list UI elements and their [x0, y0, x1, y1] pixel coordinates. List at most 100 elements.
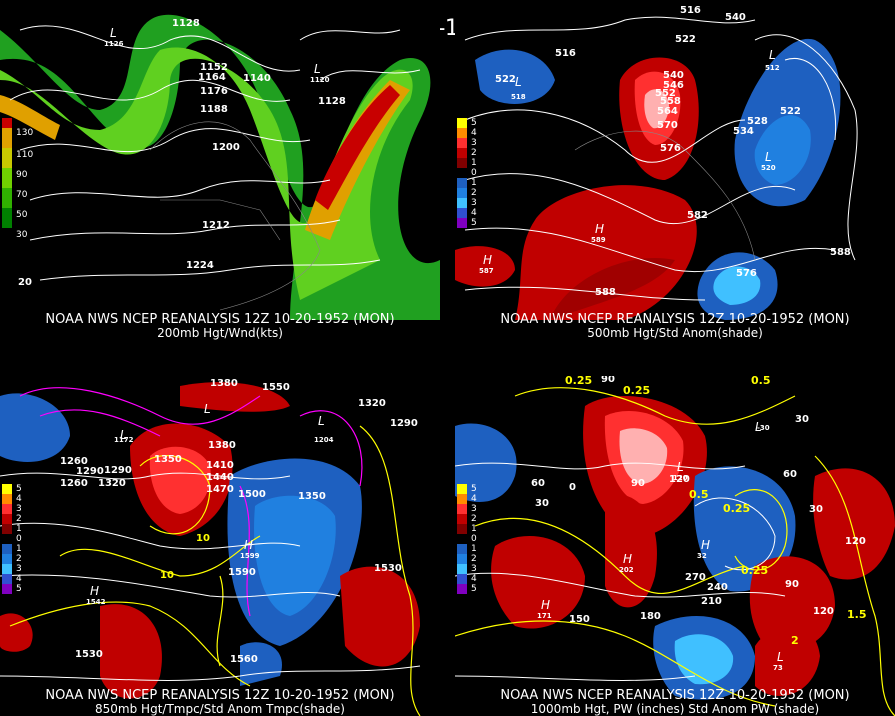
contour-label: 582 [687, 210, 708, 221]
contour-label: 546 [663, 80, 684, 91]
legend-swatch [2, 514, 12, 524]
contour-label: 20 [18, 277, 32, 288]
high-marker: H [244, 538, 254, 552]
legend-swatch [2, 208, 12, 228]
contour-label: 240 [707, 582, 728, 593]
low-value: 518 [511, 93, 526, 101]
legend-swatch [457, 128, 467, 138]
contour-label: 1128 [318, 96, 346, 107]
low-marker: L [769, 48, 776, 62]
legend-label: 3 [471, 564, 477, 574]
legend-swatch [457, 494, 467, 504]
contour-label: 552 [655, 88, 676, 99]
panel-subcaption: 850mb Hgt/Tmpc/Std Anom Tmpc(shade) [95, 702, 345, 716]
legend-swatch [2, 584, 12, 594]
legend-200mb: 130 110 90 70 50 30 [2, 118, 33, 240]
legend-label: 3 [471, 504, 477, 514]
legend-swatch [2, 494, 12, 504]
contour-label: 1350 [298, 491, 326, 502]
contour-label: 522 [780, 106, 801, 117]
contour-label: 60 [531, 478, 545, 489]
legend-label: 4 [471, 208, 477, 218]
legend-swatch [457, 584, 467, 594]
legend-label: 4 [16, 574, 22, 584]
contour-label: 60 [783, 469, 797, 480]
panel-200mb: 130 110 90 70 50 30 1128 1152 1164 1176 … [0, 0, 440, 340]
high-marker: H [623, 552, 633, 566]
legend-swatch [2, 524, 12, 534]
contour-label: 270 [685, 572, 706, 583]
contour-label: 1350 [154, 454, 182, 465]
high-marker: H [541, 598, 551, 612]
high-value: 589 [591, 236, 606, 244]
legend-label: 2 [471, 514, 477, 524]
low-value: 120 [673, 474, 688, 482]
contour-label: 150 [569, 614, 590, 625]
legend-swatch [457, 524, 467, 534]
legend-label: 5 [471, 484, 477, 494]
contour-label: 1380 [210, 378, 238, 389]
legend-swatch [457, 168, 467, 178]
legend-label: 1 [471, 158, 477, 168]
panel-850mb: 5 4 3 2 1 0 1 2 3 4 5 1380 1550 1320 129… [0, 376, 440, 716]
contour-label: 1140 [243, 73, 271, 84]
legend-label: 3 [16, 564, 22, 574]
legend-1000mb: 5 4 3 2 1 0 1 2 3 4 5 [457, 484, 487, 594]
contour-label: 30 [535, 498, 549, 509]
legend-label: 2 [471, 188, 477, 198]
low-value: 1120 [310, 76, 330, 84]
contour-label: 1290 [76, 466, 104, 477]
contour-label: 1500 [238, 489, 266, 500]
contour-label: 516 [555, 48, 576, 59]
contour-label: 1410 [206, 460, 234, 471]
contour-label: 1152 [200, 62, 228, 73]
low-value: 512 [765, 64, 780, 72]
contour-label: 1530 [75, 649, 103, 660]
contour-label: 1470 [206, 484, 234, 495]
contour-label: 0.25 [741, 564, 769, 577]
low-marker: L [755, 420, 762, 434]
contour-label: 1320 [98, 478, 126, 489]
panel-caption: NOAA NWS NCEP REANALYSIS 12Z 10-20-1952 … [45, 688, 395, 703]
contour-label: 1290 [104, 465, 132, 476]
legend-swatch [2, 484, 12, 494]
contour-label: 90 [601, 376, 615, 385]
panel-500mb: 5 4 3 2 1 0 1 2 3 4 5 516 540 522 516 52… [455, 0, 895, 340]
contour-label: 570 [657, 120, 678, 131]
contour-label: 540 [663, 70, 684, 81]
legend-label: 1 [471, 178, 477, 188]
legend-swatch [2, 188, 12, 208]
legend-label: 50 [16, 210, 28, 220]
legend-swatch [2, 118, 12, 128]
legend-swatch [457, 564, 467, 574]
low-marker: L [765, 150, 772, 164]
contour-label: 10 [160, 570, 174, 581]
contour-label: 1260 [60, 456, 88, 467]
legend-swatch [457, 208, 467, 218]
low-value: 1204 [314, 436, 334, 444]
legend-label: 4 [16, 494, 22, 504]
legend-swatch [2, 504, 12, 514]
legend-label: 5 [16, 584, 22, 594]
legend-swatch [457, 158, 467, 168]
legend-swatch [2, 554, 12, 564]
low-value: 1172 [114, 436, 134, 444]
legend-swatch [457, 484, 467, 494]
contour-label: 1188 [200, 104, 228, 115]
legend-swatch [457, 198, 467, 208]
low-value: 520 [761, 164, 776, 172]
legend-label: 30 [16, 230, 28, 240]
legend-label: 5 [471, 584, 477, 594]
contour-label: 1128 [172, 18, 200, 29]
contour-label: 528 [747, 116, 768, 127]
contour-label: 30 [809, 504, 823, 515]
contour-label: 0.25 [565, 376, 593, 387]
legend-label: 0 [471, 168, 477, 178]
contour-label: 120 [813, 606, 834, 617]
legend-label: 2 [16, 554, 22, 564]
panel-caption: NOAA NWS NCEP REANALYSIS 12Z 10-20-1952 … [500, 312, 850, 327]
high-value: 587 [479, 267, 494, 275]
legend-swatch [457, 138, 467, 148]
low-value: 73 [773, 664, 783, 672]
contour-label: 1260 [60, 478, 88, 489]
